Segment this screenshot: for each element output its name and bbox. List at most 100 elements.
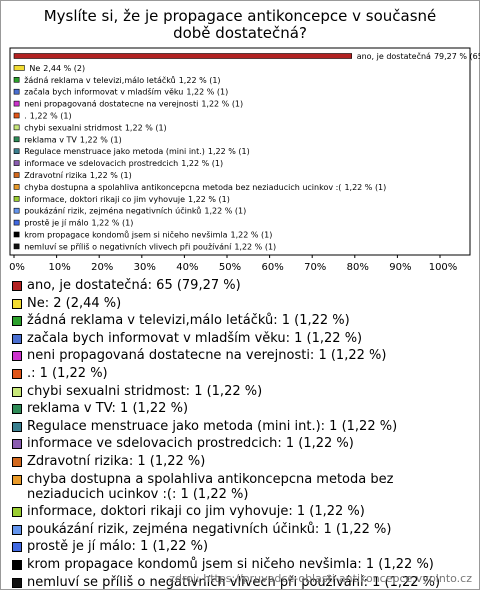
bar: [13, 88, 20, 95]
bar-label-category: .: [24, 111, 27, 120]
legend-label: poukázání rizik, zejména negativních úči…: [27, 521, 392, 537]
bar-label: začala bych informovat v mladším věku 1,2…: [24, 86, 228, 96]
bar-label-value: 1,22 % (1): [234, 242, 276, 251]
x-tick-label: 60%: [261, 262, 283, 273]
legend-label: reklama v TV: 1 (1,22 %): [27, 401, 189, 417]
bar-label-category: žádná reklama v televizi,málo letáčků: [24, 74, 176, 84]
legend-item: krom propagace kondomů jsem si ničeho ne…: [12, 557, 467, 572]
bar: [13, 124, 20, 131]
bar-label-value: 1,22 % (1): [201, 99, 243, 108]
bar-label-value: 1,22 % (1): [181, 159, 223, 168]
legend-swatch: [12, 298, 22, 309]
x-tick-label: 90%: [389, 262, 411, 273]
bar-label-value: 1,22 % (1): [179, 75, 221, 84]
legend-label: Regulace menstruace jako metoda (mini in…: [27, 418, 398, 434]
bar-label-value: 1,22 % (1): [186, 87, 228, 96]
legend-swatch: [12, 351, 22, 362]
bar-label: nemluví se příliš o negativních vlivech …: [24, 241, 276, 251]
x-tick-label: 0%: [9, 262, 25, 273]
bar: [13, 184, 20, 190]
bar-label: informace, doktori rikaji co jim vyhovuj…: [24, 194, 230, 203]
legend-item: chybi sexualni stridmost: 1 (1,22 %): [12, 384, 467, 399]
legend-swatch: [12, 507, 22, 518]
bar-label-category: Ne: [29, 63, 40, 72]
bar-label: informace ve sdelovacich prostredcich 1,2…: [24, 159, 223, 168]
legend-label: chyba dostupna a spolahliva antikoncepcn…: [27, 471, 394, 502]
bar-label-category: informace, doktori rikaji co jim vyhovuj…: [24, 194, 185, 203]
legend: ano, je dostatečná: 65 (79,27 %) Ne: 2 (2…: [12, 278, 467, 592]
legend-swatch: [12, 281, 22, 291]
legend-label: ano, je dostatečná: 65 (79,27 %): [27, 278, 241, 293]
bar-label: žádná reklama v televizi,málo letáčků 1,2…: [24, 74, 220, 84]
legend-label: informace ve sdelovacich prostredcich: 1…: [27, 436, 354, 452]
legend-swatch: [12, 421, 22, 432]
legend-swatch: [12, 368, 22, 379]
bar-label: Regulace menstruace jako metoda (mini in…: [24, 147, 250, 156]
legend-swatch: [12, 404, 22, 415]
bar-label: reklama v TV 1,22 % (1): [24, 135, 122, 144]
bar: [13, 160, 20, 166]
legend-swatch: [12, 542, 22, 553]
plot-frame: [9, 47, 471, 256]
bar-label: krom propagace kondomů jsem si ničeho ne…: [24, 229, 272, 239]
legend-label: začala bych informovat v mladším věku: 1…: [27, 330, 363, 346]
bar-label-value: 1,22 % (1): [90, 171, 132, 180]
bar-label-category: začala bych informovat v mladším věku: [24, 86, 183, 96]
bar-label-category: krom propagace kondomů jsem si ničeho ne…: [24, 229, 227, 239]
bar-label-value: 1,22 % (1): [231, 230, 273, 239]
legend-item: informace ve sdelovacich prostredcich: 1…: [12, 436, 467, 451]
legend-item: chyba dostupna a spolahliva antikoncepcn…: [12, 472, 467, 502]
legend-item: neni propagovaná dostatecne na verejnost…: [12, 348, 467, 363]
legend-item: nemluví se příliš o negativních vlivech …: [12, 575, 467, 590]
bar: [13, 53, 352, 59]
x-tick-label: 20%: [91, 262, 113, 273]
legend-label: .: 1 (1,22 %): [27, 365, 108, 381]
bar-label-value: 2,44 % (2): [43, 63, 85, 72]
legend-item: Regulace menstruace jako metoda (mini in…: [12, 419, 467, 434]
x-tick-label: 80%: [347, 262, 369, 273]
chart-title: Myslíte si, že je propagace antikoncepce…: [43, 7, 437, 42]
legend-label: žádná reklama v televizi,málo letáčků: 1…: [27, 313, 350, 329]
legend-label: neni propagovaná dostatecne na verejnost…: [27, 348, 387, 364]
legend-swatch: [12, 456, 22, 467]
bar-label-value: 1,22 % (1): [204, 206, 246, 215]
bar-label-value: 1,22 % (1): [80, 135, 122, 144]
bar: [13, 65, 25, 71]
legend-item: Zdravotní rizika: 1 (1,22 %): [12, 454, 467, 469]
bar-label-category: reklama v TV: [24, 135, 77, 144]
bar: [13, 196, 20, 202]
bar: [13, 219, 20, 226]
bar-label: prostě je jí málo 1,22 % (1): [24, 218, 133, 227]
x-tick-label: 100%: [429, 262, 458, 273]
bar: [13, 231, 20, 238]
bar-label-value: 1,22 % (1): [125, 123, 167, 132]
bar: [13, 77, 20, 83]
bar-label: neni propagovaná dostatecne na verejnost…: [24, 99, 243, 108]
chart: 0% 10% 20% 30% 40% 50% 60% 70% 80% 90% 100% ano, je…: [9, 47, 480, 273]
x-tick-label: 70%: [304, 262, 326, 273]
legend-swatch: [12, 316, 22, 327]
legend-label: informace, doktori rikaji co jim vyhovuj…: [27, 504, 365, 520]
x-tick-label: 30%: [134, 262, 156, 273]
legend-swatch: [12, 386, 22, 397]
bar-label-category: neni propagovaná dostatecne na verejnost…: [24, 99, 198, 108]
bar-label-value: 79,27 % (65): [434, 52, 480, 61]
legend-item: informace, doktori rikaji co jim vyhovuj…: [12, 504, 467, 519]
legend-label: Zdravotní rizika: 1 (1,22 %): [27, 453, 206, 469]
legend-item: reklama v TV: 1 (1,22 %): [12, 401, 467, 416]
bar-label: . 1,22 % (1): [24, 111, 71, 120]
legend-label: nemluví se příliš o negativních vlivech …: [27, 574, 441, 590]
bar: [13, 112, 20, 119]
bar-label: Zdravotní rizika 1,22 % (1): [24, 171, 132, 180]
legend-item: ano, je dostatečná: 65 (79,27 %): [12, 278, 467, 293]
bar-label-category: Regulace menstruace jako metoda (mini in…: [24, 147, 205, 156]
bar: [13, 148, 20, 154]
legend-swatch: [12, 559, 22, 570]
bar: [13, 172, 20, 178]
bar-label-category: chyba dostupna a spolahliva antikoncepcn…: [24, 182, 341, 191]
bar-label: Ne 2,44 % (2): [29, 63, 85, 72]
bar-label-category: ano, je dostatečná: [357, 51, 431, 61]
legend-swatch: [12, 439, 22, 450]
bar: [13, 207, 20, 214]
